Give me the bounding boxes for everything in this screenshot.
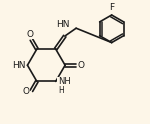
Text: F: F bbox=[109, 3, 114, 12]
Text: O: O bbox=[22, 87, 29, 96]
Text: O: O bbox=[78, 61, 85, 70]
Text: HN: HN bbox=[56, 20, 69, 29]
Text: O: O bbox=[27, 30, 34, 39]
Text: HN: HN bbox=[12, 61, 26, 70]
Text: H: H bbox=[59, 86, 64, 95]
Text: NH: NH bbox=[58, 77, 70, 86]
